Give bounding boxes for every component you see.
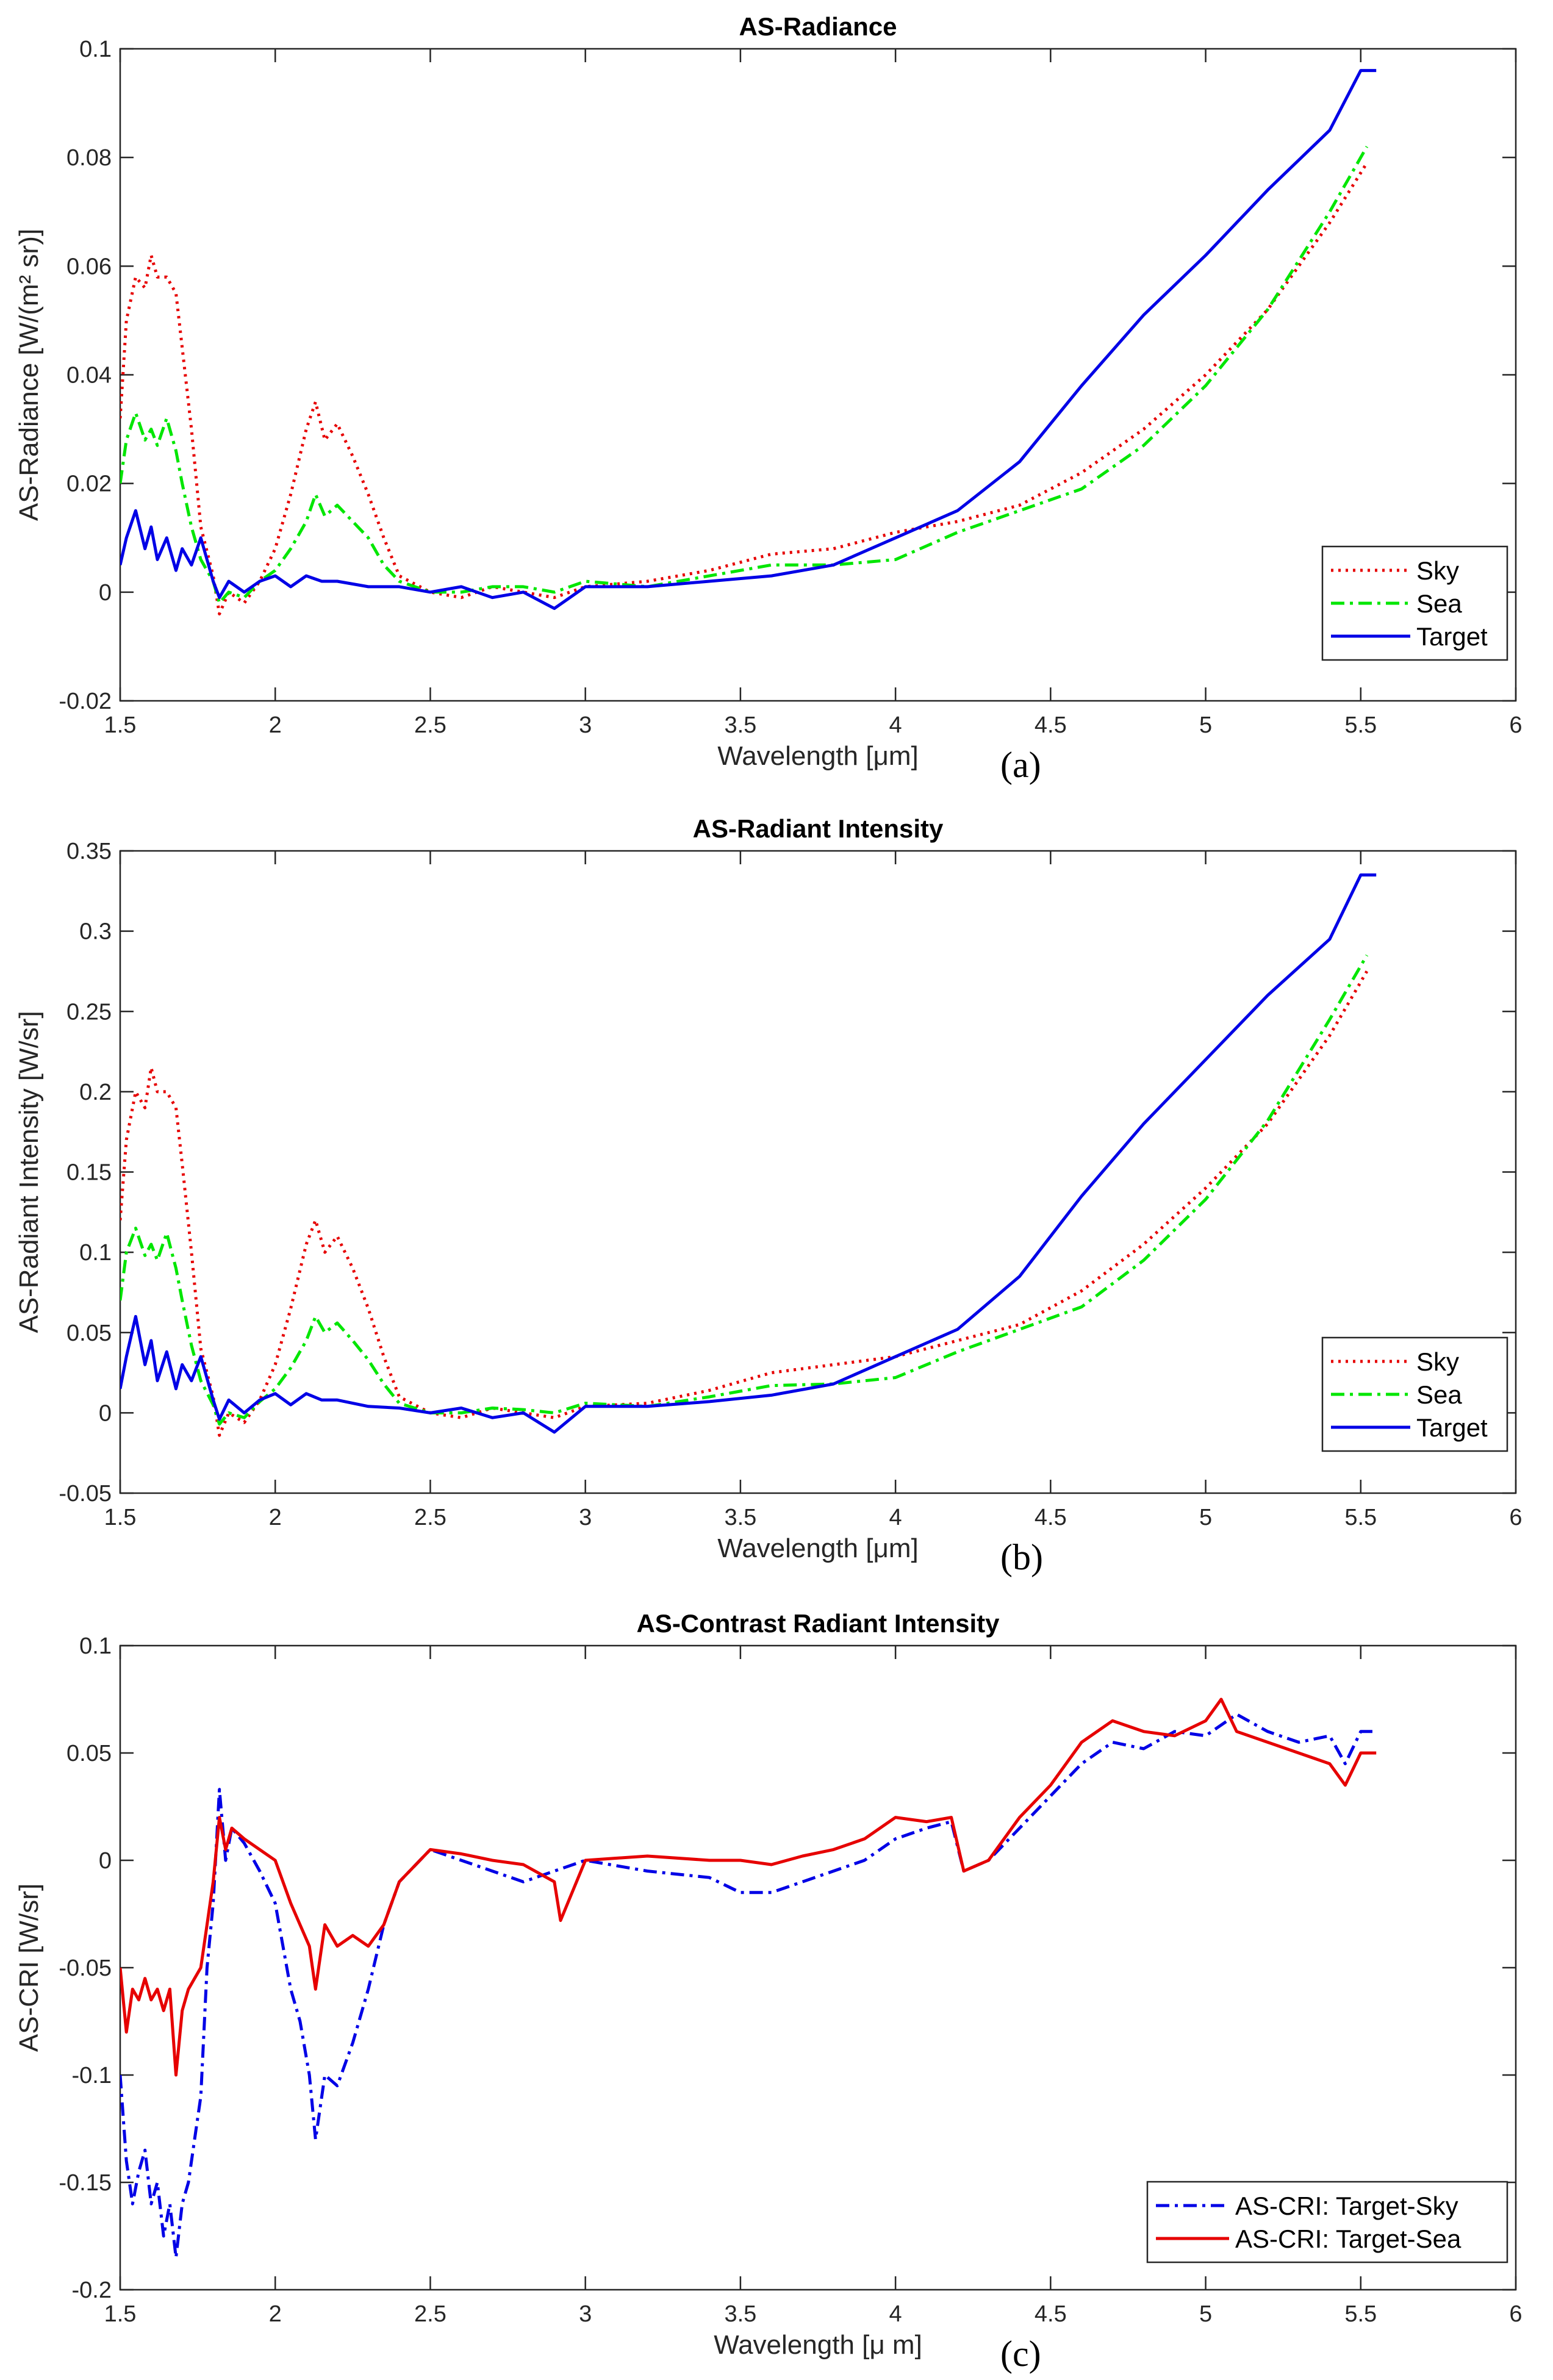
y-tick-label: 0.35: [66, 839, 112, 864]
y-tick-label: -0.15: [59, 2170, 112, 2196]
legend-label: AS-CRI: Target-Sky: [1235, 2192, 1458, 2220]
chart-title: AS-Radiant Intensity: [693, 814, 944, 843]
legend-label: Sky: [1416, 1347, 1459, 1376]
x-tick-label: 4: [889, 712, 902, 738]
legend-label: Sea: [1416, 1380, 1462, 1409]
panel-label: (c): [1000, 2334, 1041, 2374]
x-tick-label: 5.5: [1344, 712, 1377, 738]
y-tick-label: 0.1: [79, 1633, 112, 1659]
x-tick-label: 3: [579, 712, 592, 738]
x-axis-title: Wavelength [μ m]: [714, 2330, 922, 2360]
chart-title: AS-Radiance: [739, 12, 897, 41]
legend-label: Sea: [1416, 589, 1462, 618]
legend: Sky Sea Target: [1321, 545, 1508, 661]
legend-label: Target: [1416, 622, 1488, 651]
legend-label: Sky: [1416, 556, 1459, 585]
y-tick-label: -0.05: [59, 1955, 112, 1981]
y-tick-label: -0.1: [72, 2063, 112, 2088]
x-axis-title: Wavelength [μm]: [717, 1533, 918, 1563]
y-tick-label: 0.05: [66, 1741, 112, 1766]
x-tick-label: 3.5: [724, 712, 756, 738]
series-line-sea: [120, 146, 1369, 605]
panel-label: (a): [1000, 745, 1041, 785]
y-tick-label: 0.2: [79, 1080, 112, 1105]
x-tick-label: 5.5: [1344, 2301, 1377, 2327]
x-tick-label: 1.5: [104, 2301, 137, 2327]
y-tick-label: 0.25: [66, 999, 112, 1025]
y-tick-label: 0.02: [66, 471, 112, 497]
y-tick-label: 0.1: [79, 1240, 112, 1266]
x-tick-label: 3.5: [724, 1505, 756, 1530]
chart-panel-2: 1.5 2 2.5 3 3.5 4 4.5 5 5.5 6 -0.05 0 0.05 0.1 0.15 0.2…: [14, 814, 1523, 1577]
y-tick-label: -0.02: [59, 689, 112, 714]
y-tick-label: 0.05: [66, 1321, 112, 1346]
series-line-sea: [120, 954, 1369, 1426]
x-tick-label: 4: [889, 1505, 902, 1530]
legend: Sky Sea Target: [1321, 1336, 1508, 1452]
series-line-as-cri-target-sky: [120, 1713, 1377, 2259]
legend-label: AS-CRI: Target-Sea: [1235, 2224, 1462, 2253]
x-tick-label: 3: [579, 1505, 592, 1530]
series-line-sky: [120, 162, 1369, 615]
x-tick-label: 2: [269, 1505, 282, 1530]
x-tick-label: 5: [1199, 2301, 1212, 2327]
y-axis-title: AS-CRI [W/sr]: [14, 1884, 44, 2052]
y-axis-title: AS-Radiance [W/(m² sr)]: [14, 229, 44, 521]
chart-panel-3: 1.5 2 2.5 3 3.5 4 4.5 5 5.5 6 -0.2 -0.15 -0.1 -0.05 0 0…: [14, 1609, 1523, 2374]
panel-label: (b): [1000, 1537, 1043, 1577]
y-tick-label: 0.15: [66, 1160, 112, 1186]
x-tick-label: 4.5: [1035, 712, 1067, 738]
x-tick-label: 5.5: [1344, 1505, 1377, 1530]
plot-frame: [119, 850, 1517, 1494]
series-line-sky: [120, 970, 1369, 1437]
y-tick-label: 0.3: [79, 919, 112, 945]
series-line-as-cri-target-sea: [120, 1697, 1377, 2077]
legend: AS-CRI: Target-Sky AS-CRI: Target-Sea: [1146, 2181, 1508, 2264]
x-tick-label: 6: [1509, 1505, 1522, 1530]
x-tick-label: 3.5: [724, 2301, 756, 2327]
plot-frame: [119, 48, 1517, 702]
x-tick-label: 6: [1509, 2301, 1522, 2327]
chart-panel-1: 1.5 2 2.5 3 3.5 4 4.5 5 5.5 6 -0.02 0 0.02 0.04 0.06 0.…: [14, 12, 1523, 785]
legend-box: [1146, 2181, 1508, 2264]
x-tick-label: 5: [1199, 1505, 1212, 1530]
x-tick-label: 2: [269, 712, 282, 738]
y-tick-label: 0.06: [66, 254, 112, 279]
y-tick-label: -0.2: [72, 2278, 112, 2303]
legend-label: Target: [1416, 1413, 1488, 1442]
x-axis-title: Wavelength [μm]: [717, 741, 918, 771]
y-tick-label: 0: [99, 580, 112, 606]
y-axis-title: AS-Radiant Intensity [W/sr]: [14, 1011, 44, 1333]
legend-box: [1321, 545, 1508, 661]
y-tick-label: 0: [99, 1400, 112, 1426]
x-tick-label: 4.5: [1035, 1505, 1067, 1530]
y-tick-label: 0.1: [79, 37, 112, 62]
legend-box: [1321, 1336, 1508, 1452]
y-tick-label: 0.04: [66, 363, 112, 389]
x-tick-label: 2: [269, 2301, 282, 2327]
x-tick-label: 2.5: [414, 2301, 447, 2327]
x-tick-label: 4.5: [1035, 2301, 1067, 2327]
x-tick-label: 5: [1199, 712, 1212, 738]
x-tick-label: 2.5: [414, 1505, 447, 1530]
chart-title: AS-Contrast Radiant Intensity: [636, 1609, 1000, 1638]
x-tick-label: 3: [579, 2301, 592, 2327]
y-tick-label: -0.05: [59, 1481, 112, 1507]
series-line-target: [120, 873, 1377, 1434]
y-tick-label: 0.08: [66, 145, 112, 171]
x-tick-label: 1.5: [104, 712, 137, 738]
x-tick-label: 1.5: [104, 1505, 137, 1530]
x-tick-label: 4: [889, 2301, 902, 2327]
x-tick-label: 6: [1509, 712, 1522, 738]
y-tick-label: 0: [99, 1848, 112, 1874]
series-line-target: [120, 69, 1377, 611]
x-tick-label: 2.5: [414, 712, 447, 738]
